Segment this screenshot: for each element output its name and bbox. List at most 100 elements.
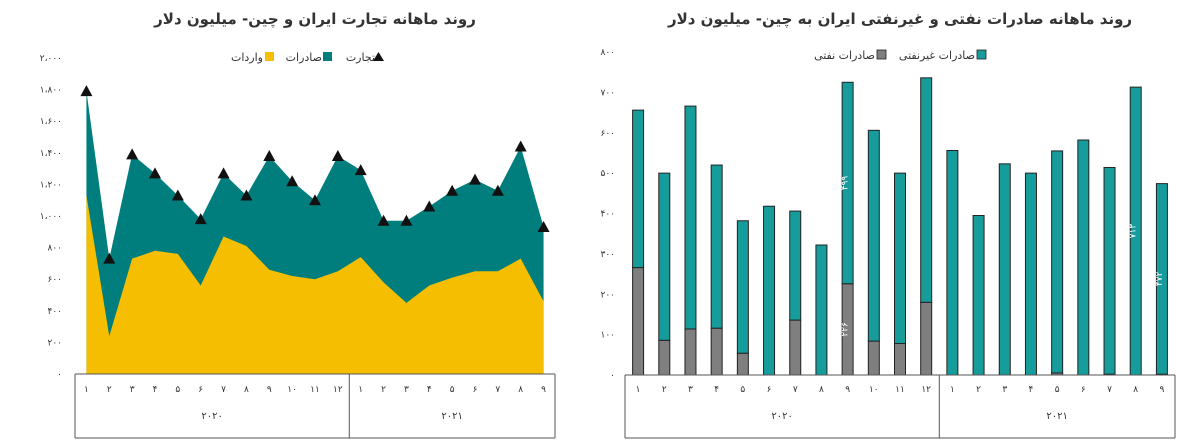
right-chart-title: روند ماهانه صادرات نفتی و غیرنفتی ایران … (667, 10, 1132, 29)
nonoil-exports-bar (946, 150, 959, 376)
right-ytick-label: ۶۰۰ (600, 129, 615, 139)
nonoil-exports-bar (710, 164, 723, 329)
trade-marker (80, 85, 93, 97)
nonoil-exports-bar (763, 205, 776, 376)
right-month-label: ۶ (767, 385, 772, 395)
left-ytick-label: ۱،۴۰۰ (40, 149, 62, 159)
trade-marker (149, 167, 161, 179)
trade-marker (331, 149, 344, 161)
trade-marker (194, 213, 207, 225)
right-ytick-label: ۸۰۰ (600, 48, 615, 58)
left-legend-imports-swatch (265, 52, 274, 61)
right-month-label: ۷ (1107, 385, 1112, 395)
nonoil-data-label: ۴۷۲ (1155, 271, 1165, 286)
nonoil-exports-bar (1155, 183, 1168, 375)
left-legend-imports-label: واردات (231, 51, 263, 64)
right-month-label: ۴ (714, 385, 719, 395)
right-month-label: ۷ (793, 385, 798, 395)
nonoil-exports-bar (1077, 139, 1090, 376)
left-year-label: ۲۰۲۱ (441, 411, 462, 422)
right-month-label: ۳ (688, 385, 693, 395)
trade-marker (469, 173, 481, 185)
left-month-label: ۴ (427, 385, 432, 395)
trade-marker (377, 214, 390, 226)
left-legend-exports-label: صادرات (286, 51, 322, 64)
trade-marker (537, 221, 550, 233)
right-month-label: ۵ (740, 385, 745, 395)
left-month-label: ۸ (518, 385, 523, 395)
right-legend-oil-label: صادرات نفتی (814, 49, 875, 62)
left-month-label: ۱ (84, 385, 89, 395)
exports-bar-chart: روند ماهانه صادرات نفتی و غیرنفتی ایران … (600, 10, 1176, 439)
nonoil-exports-bar (684, 105, 697, 330)
left-legend-trade-marker (373, 52, 384, 61)
left-month-label: ۱۰ (287, 385, 297, 395)
right-month-label: ۲ (976, 385, 981, 395)
left-month-label: ۶ (198, 385, 203, 395)
trade-marker (400, 214, 413, 226)
left-legend-trade-label: تجارت (346, 51, 375, 64)
trade-marker (309, 194, 321, 206)
right-month-label: ۵ (1055, 385, 1060, 395)
nonoil-exports-bar (920, 77, 933, 303)
right-ytick-label: ۷۰۰ (600, 88, 615, 98)
left-ytick-label: ۱،۶۰۰ (40, 117, 62, 127)
right-month-label: ۹ (1159, 385, 1164, 395)
trade-marker (354, 164, 367, 176)
nonoil-exports-bar (1103, 166, 1116, 375)
left-year-label: ۲۰۲۰ (201, 411, 222, 422)
trade-marker (217, 167, 230, 179)
trade-marker (491, 184, 504, 196)
right-legend-nonoil-label: صادرات غیرنفتی (899, 49, 975, 62)
nonoil-data-label: ۷۱۳ (1129, 224, 1139, 239)
oil-exports-bar (710, 327, 723, 376)
nonoil-exports-bar (815, 244, 828, 376)
trade-area-chart: روند ماهانه تجارت ایران و چین- میلیون دل… (40, 10, 556, 439)
oil-exports-bar (684, 328, 697, 376)
trade-marker (103, 252, 116, 264)
left-month-label: ۷ (221, 385, 226, 395)
oil-exports-bar (789, 319, 802, 376)
left-month-label: ۶ (473, 385, 478, 395)
right-month-label: ۸ (819, 385, 824, 395)
nonoil-exports-bar (1051, 150, 1064, 374)
nonoil-exports-bar (789, 210, 802, 321)
right-month-label: ۶ (1081, 385, 1086, 395)
right-month-label: ۹ (845, 385, 850, 395)
left-month-label: ۲ (381, 385, 386, 395)
right-ytick-label: ۰ (610, 371, 615, 381)
oil-exports-bar (894, 343, 906, 376)
right-ytick-label: ۳۰۰ (600, 250, 615, 260)
left-ytick-label: ۸۰۰ (47, 244, 62, 254)
left-ytick-label: ۲۰۰ (47, 338, 62, 348)
left-month-label: ۷ (495, 385, 500, 395)
imports-area (86, 195, 544, 374)
right-year-label: ۲۰۲۰ (771, 411, 792, 422)
left-month-label: ۱۲ (333, 385, 343, 395)
oil-exports-bar (632, 267, 645, 376)
right-legend: صادرات غیرنفتی صادرات نفتی (814, 49, 987, 62)
oil-exports-bar (658, 339, 671, 376)
left-ytick-label: ۱،۰۰۰ (40, 212, 62, 222)
right-ytick-label: ۵۰۰ (600, 169, 615, 179)
left-ytick-label: ۲،۰۰۰ (40, 54, 62, 64)
left-legend-exports-swatch (323, 52, 332, 61)
left-month-label: ۳ (130, 385, 135, 395)
nonoil-exports-bar (632, 109, 645, 269)
trade-marker (286, 175, 299, 187)
right-year-label: ۲۰۲۱ (1046, 411, 1067, 422)
nonoil-data-label: ۴۹۹ (841, 176, 851, 191)
right-month-label: ۱۰ (869, 385, 879, 395)
left-ytick-label: ۱،۸۰۰ (40, 86, 62, 96)
nonoil-exports-bar (1024, 172, 1037, 376)
trade-marker (240, 189, 253, 201)
left-month-label: ۲ (107, 385, 112, 395)
left-ytick-label: ۰ (57, 370, 62, 380)
right-month-label: ۸ (1133, 385, 1138, 395)
trade-marker (126, 148, 139, 160)
right-legend-oil-swatch (876, 49, 887, 60)
right-ytick-label: ۱۰۰ (600, 331, 615, 341)
left-ytick-label: ۴۰۰ (47, 307, 62, 317)
